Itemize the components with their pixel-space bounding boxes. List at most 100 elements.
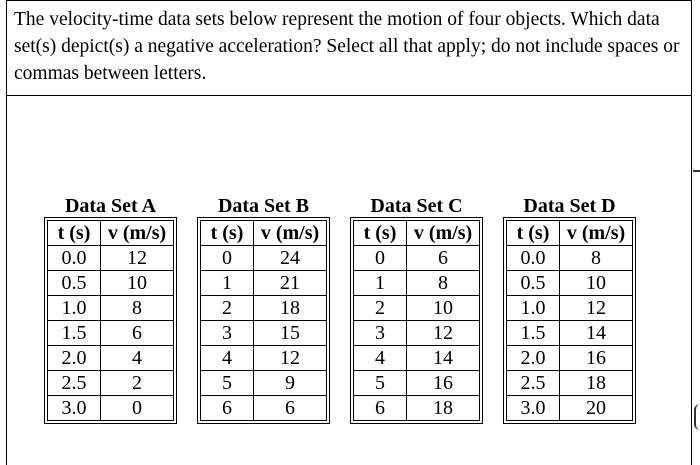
table-row: 2.5 2 — [47, 370, 174, 396]
velocity-cell: 12 — [559, 295, 633, 321]
table-header-row: t (s) v (m/s) — [353, 220, 480, 246]
time-cell: 3 — [200, 320, 254, 346]
time-cell: 2.5 — [506, 370, 560, 396]
velocity-cell: 18 — [253, 295, 327, 321]
table-row: 1.0 8 — [47, 295, 174, 321]
data-set-c-title: Data Set C — [370, 195, 463, 217]
time-cell: 0.0 — [506, 245, 560, 271]
velocity-cell: 10 — [559, 270, 633, 296]
velocity-cell: 8 — [559, 245, 633, 271]
col-header-velocity: v (m/s) — [559, 220, 633, 246]
velocity-cell: 14 — [406, 345, 480, 371]
data-set-b: Data Set B t (s) v (m/s) 0 24 1 21 2 18 3 15… — [197, 193, 330, 424]
time-cell: 0.0 — [47, 245, 101, 271]
question-frame — [6, 0, 692, 465]
time-cell: 1.5 — [47, 320, 101, 346]
table-row: 6 18 — [353, 395, 480, 421]
table-row: 0.0 12 — [47, 245, 174, 271]
velocity-cell: 12 — [406, 320, 480, 346]
time-cell: 4 — [353, 345, 407, 371]
table-header-row: t (s) v (m/s) — [506, 220, 633, 246]
time-cell: 2 — [200, 295, 254, 321]
velocity-cell: 8 — [406, 270, 480, 296]
velocity-cell: 16 — [559, 345, 633, 371]
time-cell: 6 — [353, 395, 407, 421]
time-cell: 2.5 — [47, 370, 101, 396]
time-cell: 1.5 — [506, 320, 560, 346]
velocity-cell: 15 — [253, 320, 327, 346]
question-text: The velocity-time data sets below repres… — [14, 9, 680, 84]
table-row: 1.0 12 — [506, 295, 633, 321]
table-row: 0.5 10 — [47, 270, 174, 296]
table-row: 4 12 — [200, 345, 327, 371]
time-cell: 2.0 — [506, 345, 560, 371]
question-divider — [7, 95, 691, 96]
table-row: 1.5 14 — [506, 320, 633, 346]
time-cell: 1 — [200, 270, 254, 296]
frame-top-border — [6, 0, 692, 1]
edge-bracket — [694, 404, 700, 430]
time-cell: 1.0 — [506, 295, 560, 321]
time-cell: 5 — [353, 370, 407, 396]
table-row: 3 12 — [353, 320, 480, 346]
col-header-velocity: v (m/s) — [253, 220, 327, 246]
time-cell: 1.0 — [47, 295, 101, 321]
table-row: 0 24 — [200, 245, 327, 271]
data-set-a-table: t (s) v (m/s) 0.0 12 0.5 10 1.0 8 1.5 6 2.0 4… — [44, 217, 177, 424]
data-set-d: Data Set D t (s) v (m/s) 0.0 8 0.5 10 1.0 1… — [503, 193, 636, 424]
time-cell: 3 — [353, 320, 407, 346]
time-cell: 5 — [200, 370, 254, 396]
velocity-cell: 20 — [559, 395, 633, 421]
data-set-a: Data Set A t (s) v (m/s) 0.0 12 0.5 10 1.0… — [44, 193, 177, 424]
table-row: 4 14 — [353, 345, 480, 371]
time-cell: 3.0 — [47, 395, 101, 421]
table-row: 2 18 — [200, 295, 327, 321]
time-cell: 6 — [200, 395, 254, 421]
velocity-cell: 6 — [100, 320, 174, 346]
velocity-cell: 4 — [100, 345, 174, 371]
velocity-cell: 8 — [100, 295, 174, 321]
table-row: 2 10 — [353, 295, 480, 321]
velocity-cell: 12 — [253, 345, 327, 371]
data-set-d-table: t (s) v (m/s) 0.0 8 0.5 10 1.0 12 1.5 14 2.0… — [503, 217, 636, 424]
velocity-cell: 6 — [406, 245, 480, 271]
table-row: 2.0 4 — [47, 345, 174, 371]
velocity-cell: 10 — [100, 270, 174, 296]
time-cell: 0.5 — [506, 270, 560, 296]
velocity-cell: 0 — [100, 395, 174, 421]
scroll-marker — [693, 170, 700, 172]
velocity-cell: 16 — [406, 370, 480, 396]
velocity-cell: 10 — [406, 295, 480, 321]
data-set-b-title: Data Set B — [217, 195, 310, 217]
table-row: 3.0 20 — [506, 395, 633, 421]
table-row: 2.5 18 — [506, 370, 633, 396]
velocity-cell: 24 — [253, 245, 327, 271]
velocity-cell: 12 — [100, 245, 174, 271]
col-header-time: t (s) — [200, 220, 254, 246]
time-cell: 0 — [200, 245, 254, 271]
time-cell: 3.0 — [506, 395, 560, 421]
table-row: 5 16 — [353, 370, 480, 396]
velocity-cell: 21 — [253, 270, 327, 296]
velocity-cell: 9 — [253, 370, 327, 396]
table-row: 1 21 — [200, 270, 327, 296]
time-cell: 1 — [353, 270, 407, 296]
data-set-a-title: Data Set A — [64, 195, 157, 217]
col-header-velocity: v (m/s) — [100, 220, 174, 246]
table-row: 0.0 8 — [506, 245, 633, 271]
data-set-d-title: Data Set D — [523, 195, 616, 217]
table-row: 0.5 10 — [506, 270, 633, 296]
time-cell: 0.5 — [47, 270, 101, 296]
table-header-row: t (s) v (m/s) — [200, 220, 327, 246]
col-header-time: t (s) — [353, 220, 407, 246]
table-row: 1.5 6 — [47, 320, 174, 346]
table-row: 3.0 0 — [47, 395, 174, 421]
velocity-cell: 18 — [559, 370, 633, 396]
